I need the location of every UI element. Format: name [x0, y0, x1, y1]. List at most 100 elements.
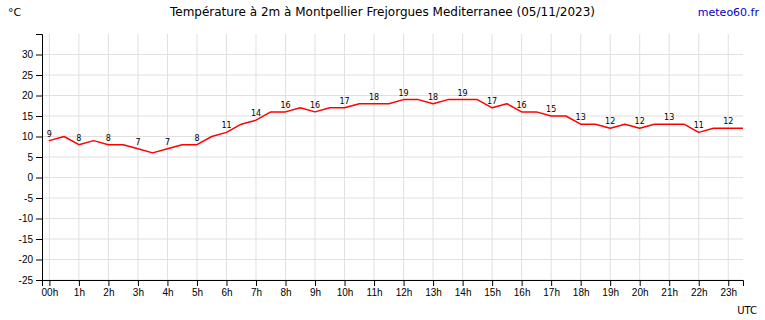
x-tick-mark — [581, 280, 582, 286]
x-tick-mark — [167, 280, 168, 286]
y-tick: 10 — [22, 131, 42, 142]
x-tick: 8h — [280, 280, 291, 298]
x-tick-mark — [49, 280, 50, 286]
x-tick: 9h — [310, 280, 321, 298]
grid-line — [669, 34, 670, 280]
grid-line — [42, 54, 743, 55]
grid-line — [108, 34, 109, 280]
x-tick-mark — [728, 280, 729, 286]
x-tick-mark — [374, 280, 375, 286]
y-tick-label: 5 — [27, 152, 33, 163]
x-tick-label: 20h — [632, 287, 649, 298]
grid-line — [551, 34, 552, 280]
data-label: 11 — [694, 121, 704, 130]
grid-line — [698, 34, 699, 280]
x-tick: 16h — [514, 280, 531, 298]
data-label: 18 — [369, 93, 379, 102]
x-tick-mark — [699, 280, 700, 286]
x-tick-mark — [197, 280, 198, 286]
x-tick-label: 13h — [425, 287, 442, 298]
x-tick: 1h — [74, 280, 85, 298]
y-tick: 20 — [22, 90, 42, 101]
grid-line — [42, 75, 743, 76]
x-tick: 7h — [251, 280, 262, 298]
y-tick: 0 — [27, 172, 42, 183]
x-tick: 21h — [661, 280, 678, 298]
x-tick-mark — [256, 280, 257, 286]
y-tick-mark — [36, 260, 42, 261]
y-tick: -5 — [24, 193, 42, 204]
x-axis-title: UTC — [737, 305, 757, 316]
y-tick-mark — [36, 157, 42, 158]
x-tick-mark — [345, 280, 346, 286]
grid-line — [433, 34, 434, 280]
grid-line — [137, 34, 138, 280]
temperature-line — [49, 100, 743, 153]
x-tick: 4h — [162, 280, 173, 298]
x-tick: 20h — [632, 280, 649, 298]
y-tick-label: 25 — [22, 70, 34, 81]
x-tick: 6h — [221, 280, 232, 298]
y-tick-mark — [36, 280, 42, 281]
marks — [49, 100, 743, 153]
x-tick-label: 18h — [573, 287, 590, 298]
data-label: 17 — [339, 97, 349, 106]
y-tick-mark — [36, 198, 42, 199]
watermark: meteo60.fr — [698, 6, 760, 19]
grid-line — [285, 34, 286, 280]
x-tick-label: 21h — [661, 287, 678, 298]
plot-area: 00h1h2h3h4h5h6h7h8h9h10h11h12h13h14h15h1… — [19, 34, 744, 298]
x-tick: 15h — [484, 280, 501, 298]
y-tick-label: 10 — [22, 131, 34, 142]
grid-line — [492, 34, 493, 280]
x-tick-mark — [640, 280, 641, 286]
grid-line — [315, 34, 316, 280]
x-tick-mark — [315, 280, 316, 286]
x-tick-label: 16h — [514, 287, 531, 298]
x-tick-label: 17h — [543, 287, 560, 298]
y-tick: -20 — [19, 254, 42, 265]
x-axis: 00h1h2h3h4h5h6h7h8h9h10h11h12h13h14h15h1… — [42, 280, 744, 298]
data-label: 12 — [605, 117, 615, 126]
x-tick-mark — [286, 280, 287, 286]
grid-line — [728, 34, 729, 280]
grid-line — [344, 34, 345, 280]
x-tick: 5h — [192, 280, 203, 298]
x-tick: 17h — [543, 280, 560, 298]
y-tick-mark — [36, 137, 42, 138]
grid-line — [42, 218, 743, 219]
x-tick-mark — [226, 280, 227, 286]
data-label: 11 — [221, 121, 231, 130]
x-tick: 12h — [396, 280, 413, 298]
grid-line — [42, 259, 743, 260]
y-tick-label: 0 — [27, 172, 33, 183]
data-label: 8 — [76, 134, 81, 143]
y-tick-mark — [36, 55, 42, 56]
x-tick: 14h — [455, 280, 472, 298]
grid-line — [196, 34, 197, 280]
x-tick: 22h — [691, 280, 708, 298]
data-label: 15 — [546, 105, 556, 114]
x-tick: 23h — [720, 280, 737, 298]
grid-line — [42, 95, 743, 96]
x-tick-label: 14h — [455, 287, 472, 298]
x-tick-label: 4h — [162, 287, 173, 298]
x-tick-mark — [108, 280, 109, 286]
y-tick: -25 — [19, 275, 42, 286]
grid-line — [639, 34, 640, 280]
x-tick-label: 19h — [602, 287, 619, 298]
y-tick-mark — [36, 75, 42, 76]
data-labels: 9887781114161617181918191716151312121311… — [47, 89, 734, 147]
data-label: 16 — [517, 101, 527, 110]
data-label: 18 — [428, 93, 438, 102]
y-tick-label: 15 — [22, 111, 34, 122]
y-tick-label: -15 — [19, 234, 34, 245]
x-tick-label: 23h — [720, 287, 737, 298]
y-tick-mark — [36, 96, 42, 97]
y-tick-label: -25 — [19, 275, 34, 286]
grid-line — [167, 34, 168, 280]
x-tick-mark — [551, 280, 552, 286]
x-tick-mark — [79, 280, 80, 286]
grid-line — [374, 34, 375, 280]
x-tick-mark — [463, 280, 464, 286]
